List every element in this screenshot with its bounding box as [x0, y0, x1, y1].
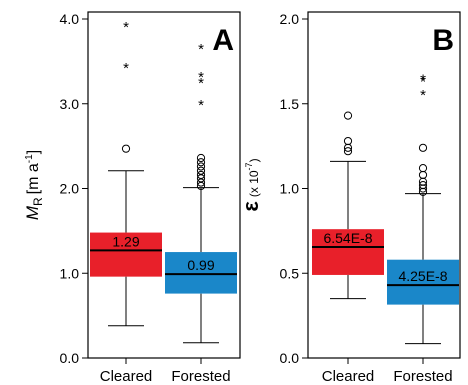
y-axis-title: MR [m a-1] — [23, 150, 45, 220]
median-value-label: 1.29 — [112, 233, 139, 249]
outlier-star: * — [420, 72, 426, 89]
outlier-circle — [121, 144, 131, 153]
y-title-sup: -7 — [244, 162, 254, 170]
outlier-star: * — [198, 69, 204, 86]
panel-a: 0.0 1.0 2.0 3.0 4.0 Cleared Forested A MR [m a-1]… — [23, 11, 241, 385]
box-cleared: 1.29 * * — [90, 19, 162, 327]
outlier-star: * — [420, 73, 426, 90]
panel-letter: B — [432, 24, 454, 57]
outlier-star: * — [420, 87, 426, 104]
y-tick-label: 1.5 — [280, 96, 300, 112]
outlier-circle — [196, 158, 206, 167]
x-category-label: Forested — [171, 368, 230, 385]
y-title-paren: (x 10 — [247, 170, 261, 197]
outlier-circle — [418, 164, 428, 173]
y-tick-label: 1.0 — [60, 265, 80, 281]
iqr-box — [312, 229, 384, 275]
y-title-main: M — [23, 205, 42, 220]
y-title-close: ) — [247, 158, 261, 162]
y-tick-label: 0.0 — [60, 350, 80, 366]
outlier-circle — [343, 147, 353, 156]
y-tick-label: 3.0 — [60, 96, 80, 112]
outlier-circle — [418, 181, 428, 190]
outlier-star: * — [198, 97, 204, 114]
y-title-sup: -1 — [24, 154, 35, 163]
iqr-box — [165, 252, 237, 294]
outlier-circle — [196, 162, 206, 171]
iqr-box — [90, 232, 162, 277]
outlier-star: * — [198, 75, 204, 92]
y-tick-label: 2.0 — [280, 11, 300, 27]
y-title-unit: [m a — [25, 163, 42, 194]
median-value-label: 4.25E-8 — [398, 268, 447, 284]
median-value-label: 0.99 — [187, 257, 214, 273]
y-tick-label: 2.0 — [60, 181, 80, 197]
plot-frame — [87, 11, 241, 359]
y-title-sub: R — [31, 197, 45, 206]
y-tick-label: 4.0 — [60, 11, 80, 27]
y-axis-title: ε (x 10-7) — [238, 158, 263, 211]
y-tick-label: 0.5 — [280, 265, 300, 281]
outlier-circle — [418, 170, 428, 180]
x-category-label: Cleared — [100, 368, 153, 385]
x-category-label: Cleared — [322, 368, 375, 385]
iqr-box — [387, 259, 459, 305]
y-title-symbol: ε — [238, 201, 263, 212]
y-title-close: ] — [25, 150, 42, 154]
outlier-star: * — [123, 19, 129, 36]
box-cleared: 6.54E-8 — [312, 111, 384, 300]
outlier-circle — [343, 111, 353, 120]
outlier-star: * — [198, 41, 204, 58]
x-category-label: Forested — [393, 368, 452, 385]
outlier-star: * — [123, 60, 129, 77]
outlier-circle — [196, 153, 206, 163]
box-forested: 0.99**** — [165, 41, 237, 344]
y-tick-label: 0.0 — [280, 350, 300, 366]
plot-frame — [307, 11, 461, 359]
panel-b: 0.0 0.5 1.0 1.5 2.0 Cleared Forested Bε (x 10-7)… — [238, 11, 461, 385]
outlier-circle — [418, 143, 428, 152]
outlier-circle — [343, 136, 353, 146]
y-tick-label: 1.0 — [280, 181, 300, 197]
outlier-circle — [196, 166, 206, 175]
panel-letter: A — [212, 24, 234, 57]
outlier-circle — [196, 170, 206, 180]
box-forested: 4.25E-8*** — [387, 72, 459, 345]
median-value-label: 6.54E-8 — [323, 230, 372, 246]
